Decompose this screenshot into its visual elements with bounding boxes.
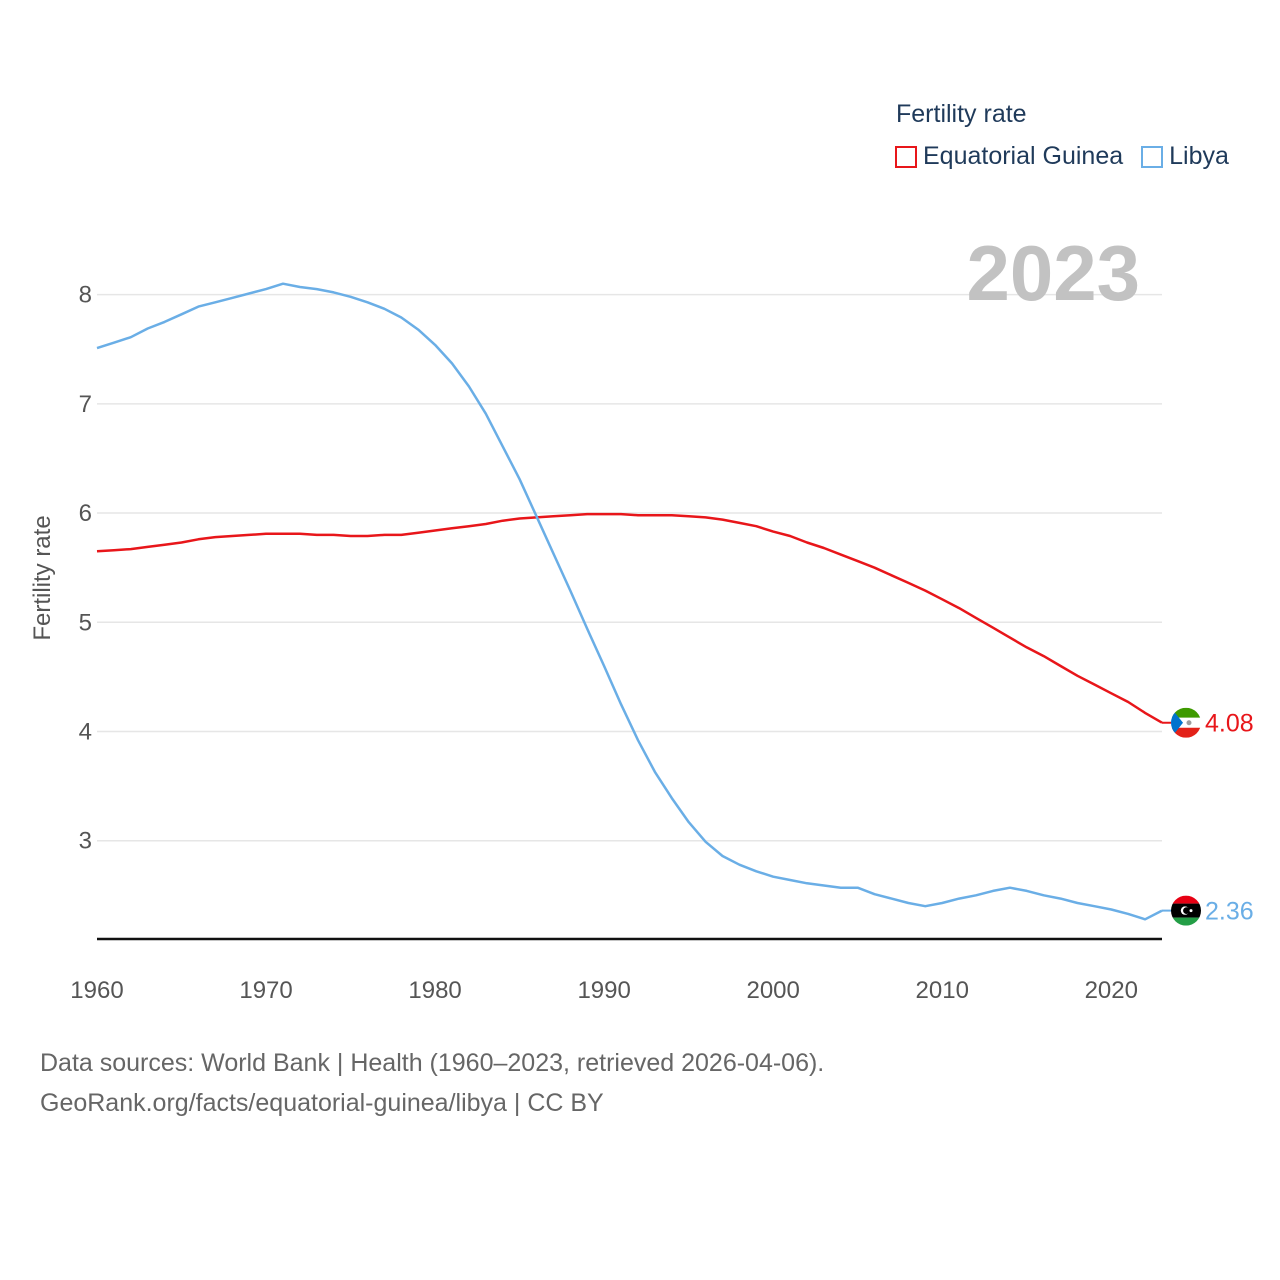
x-tick-label: 1990 [577, 977, 630, 1004]
legend-swatch-equatorial-guinea [895, 145, 917, 168]
y-tick-label: 7 [79, 391, 92, 418]
x-tick-label: 2020 [1085, 977, 1138, 1004]
x-tick-label: 2000 [746, 977, 799, 1004]
y-tick-label: 6 [79, 500, 92, 527]
x-tick-label: 1960 [70, 977, 123, 1004]
source-note: Data sources: World Bank | Health (1960–… [40, 1043, 824, 1123]
y-tick-label: 8 [79, 282, 92, 309]
legend-item-equatorial-guinea[interactable]: Equatorial Guinea [895, 142, 1123, 171]
y-axis-label: Fertility rate [29, 515, 56, 641]
series-group [96, 282, 1163, 921]
legend-item-libya[interactable]: Libya [1141, 142, 1229, 171]
y-tick-label: 3 [79, 828, 92, 855]
legend-label-libya: Libya [1169, 142, 1229, 170]
x-tick-label: 1970 [239, 977, 292, 1004]
flag-icon-equatorial-guinea [1171, 707, 1201, 738]
source-line-2: GeoRank.org/facts/equatorial-guinea/liby… [40, 1089, 604, 1117]
grid [97, 293, 1162, 842]
series-line-libya[interactable] [96, 282, 1163, 921]
x-tick-label: 1980 [408, 977, 461, 1004]
end-value-label-equatorial-guinea: 4.08 [1205, 710, 1254, 738]
source-line-1: Data sources: World Bank | Health (1960–… [40, 1049, 825, 1077]
series-line-equatorial-guinea[interactable] [96, 512, 1163, 724]
legend: Equatorial Guinea Libya [895, 142, 1247, 171]
legend-swatch-libya [1141, 145, 1164, 168]
legend-title: Fertility rate [896, 100, 1027, 128]
end-value-label-libya: 2.36 [1205, 898, 1254, 926]
x-axis-ticks: 1960 1970 1980 1990 2000 2010 2020 [70, 977, 1138, 1004]
current-year-label: 2023 [966, 229, 1140, 317]
flag-icon-libya [1171, 895, 1201, 926]
y-axis-ticks: 3 4 5 6 7 8 [79, 282, 92, 855]
y-tick-label: 4 [79, 718, 92, 745]
y-tick-label: 5 [79, 609, 92, 636]
end-markers: 4.08 2.36 [1162, 707, 1254, 926]
x-tick-label: 2010 [916, 977, 969, 1004]
legend-label-equatorial-guinea: Equatorial Guinea [923, 142, 1124, 170]
